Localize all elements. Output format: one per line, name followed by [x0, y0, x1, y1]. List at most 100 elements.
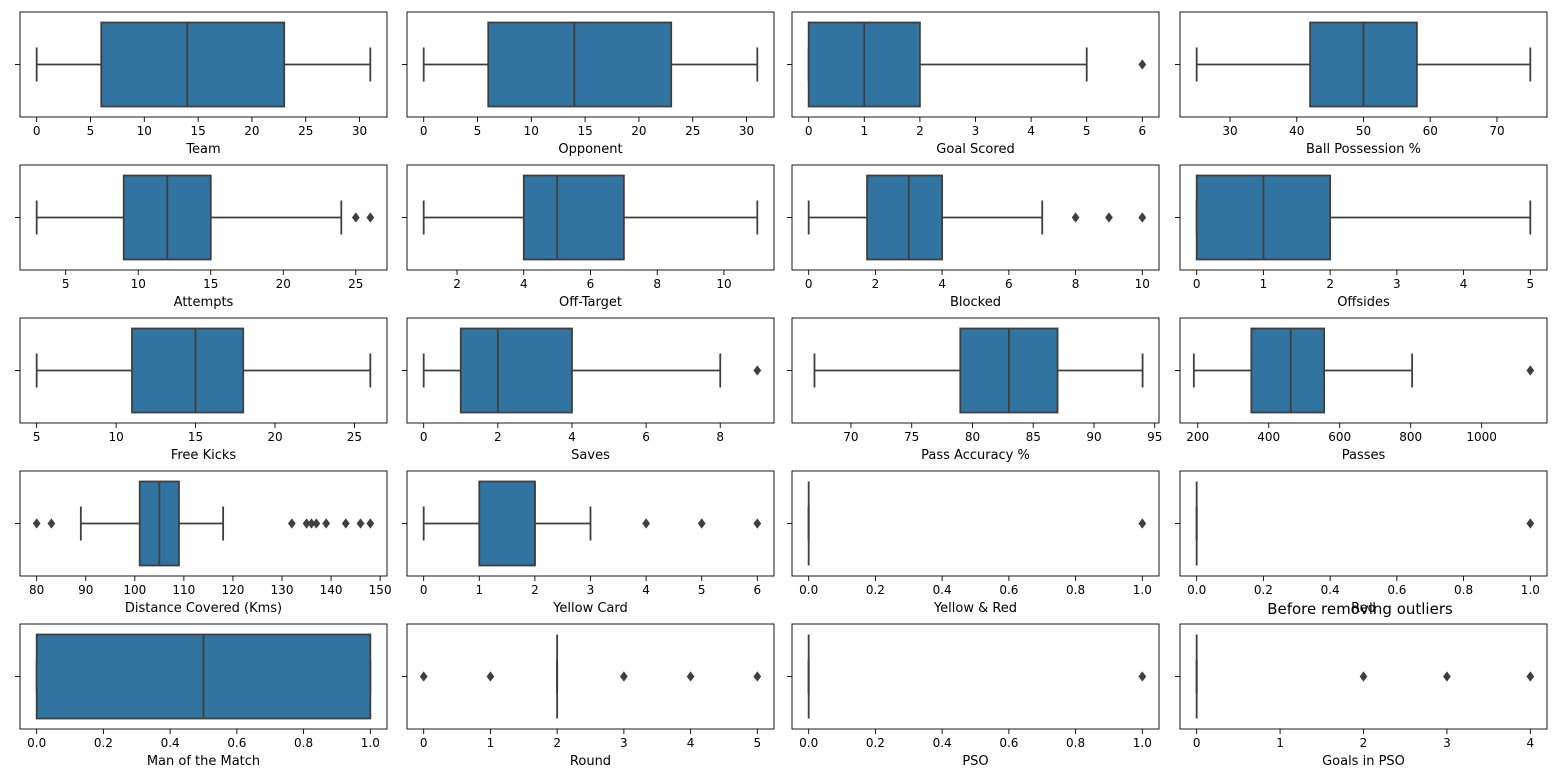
subplot: 0.0 0.2 0.4 0.6 0.8 1.0 PSO	[787, 623, 1160, 769]
x-tick-label: 25	[685, 124, 700, 138]
x-axis-label: Red	[1351, 601, 1376, 616]
x-tick-label: 15	[190, 124, 205, 138]
x-tick-label: 0	[805, 124, 813, 138]
x-axis-label: Pass Accuracy %	[921, 448, 1030, 463]
x-tick-label: 15	[203, 277, 218, 291]
outlier-point	[1138, 59, 1147, 70]
x-tick-label: 140	[320, 583, 343, 597]
x-axis-label: Attempts	[174, 295, 234, 310]
x-axis-label: Off-Target	[559, 295, 622, 310]
x-tick-label: 0.0	[799, 583, 818, 597]
x-tick-label: 4	[1526, 736, 1534, 750]
x-tick-label: 4	[1460, 277, 1468, 291]
subplot: 30 40 50 60 70 Ball Possession %	[1175, 11, 1548, 157]
x-tick-label: 100	[123, 583, 146, 597]
subplot: 0 2 4 6 8 10 Blocked	[787, 164, 1160, 310]
outlier-point	[1359, 671, 1368, 682]
x-tick-label: 0.4	[161, 736, 180, 750]
x-tick-label: 0.6	[999, 583, 1018, 597]
x-tick-label: 1.0	[1521, 583, 1540, 597]
x-tick-label: 2	[531, 583, 539, 597]
x-axis-label: Distance Covered (Kms)	[125, 601, 282, 616]
x-tick-label: 2	[553, 736, 561, 750]
x-axis-label: Saves	[571, 448, 610, 463]
x-tick-label: 80	[29, 583, 44, 597]
x-tick-label: 4	[568, 430, 576, 444]
x-tick-label: 3	[972, 124, 980, 138]
iqr-box	[131, 327, 245, 414]
x-tick-label: 0.2	[94, 736, 113, 750]
x-tick-label: 30	[1222, 124, 1237, 138]
x-axis-label: Opponent	[558, 142, 622, 157]
x-tick-label: 0.2	[866, 583, 885, 597]
x-tick-label: 0.6	[999, 736, 1018, 750]
x-tick-label: 90	[1086, 430, 1101, 444]
x-tick-label: 5	[1526, 277, 1534, 291]
outlier-point	[312, 518, 321, 529]
x-tick-label: 0	[33, 124, 41, 138]
x-tick-label: 30	[739, 124, 754, 138]
x-tick-label: 15	[188, 430, 203, 444]
x-tick-label: 0.0	[799, 736, 818, 750]
subplot: 5 10 15 20 25 Free Kicks	[15, 317, 388, 463]
x-tick-label: 25	[347, 430, 362, 444]
outlier-point	[341, 518, 350, 529]
x-tick-label: 0.4	[933, 583, 952, 597]
x-tick-label: 8	[1072, 277, 1080, 291]
x-tick-label: 10	[108, 430, 123, 444]
x-tick-label: 4	[642, 583, 650, 597]
x-axis-label: Yellow Card	[552, 601, 628, 616]
outlier-point	[1526, 365, 1535, 376]
x-tick-label: 1000	[1466, 430, 1497, 444]
x-tick-label: 8	[653, 277, 661, 291]
x-tick-label: 800	[1399, 430, 1422, 444]
x-tick-label: 1	[487, 736, 495, 750]
iqr-box	[100, 21, 286, 108]
subplot: 0 5 10 15 20 25 30 Team	[15, 11, 388, 157]
outlier-point	[753, 518, 762, 529]
outlier-point	[47, 518, 56, 529]
outlier-point	[356, 518, 365, 529]
x-tick-label: 70	[1489, 124, 1504, 138]
x-tick-label: 1.0	[361, 736, 380, 750]
x-tick-label: 6	[587, 277, 595, 291]
x-tick-label: 95	[1147, 430, 1162, 444]
x-tick-label: 3	[1443, 736, 1451, 750]
x-tick-label: 6	[1138, 124, 1146, 138]
x-tick-label: 0.6	[227, 736, 246, 750]
x-tick-label: 50	[1356, 124, 1371, 138]
x-tick-label: 0	[420, 430, 428, 444]
outlier-point	[32, 518, 41, 529]
x-tick-label: 10	[1135, 277, 1150, 291]
subplot: 0 1 2 3 4 Goals in PSO	[1175, 623, 1548, 769]
x-tick-label: 20	[244, 124, 259, 138]
x-tick-label: 0.4	[1321, 583, 1340, 597]
outlier-point	[1526, 518, 1535, 529]
x-tick-label: 10	[716, 277, 731, 291]
outlier-point	[486, 671, 495, 682]
x-tick-label: 4	[1027, 124, 1035, 138]
outlier-point	[1138, 671, 1147, 682]
x-tick-label: 0	[420, 736, 428, 750]
outlier-point	[1138, 518, 1147, 529]
x-tick-label: 200	[1186, 430, 1209, 444]
x-tick-label: 4	[938, 277, 946, 291]
x-tick-label: 5	[753, 736, 761, 750]
x-tick-label: 120	[221, 583, 244, 597]
iqr-box	[522, 174, 625, 261]
x-tick-label: 6	[642, 430, 650, 444]
x-tick-label: 0.0	[27, 736, 46, 750]
x-tick-label: 150	[369, 583, 392, 597]
x-tick-label: 0.8	[1454, 583, 1473, 597]
x-tick-label: 15	[577, 124, 592, 138]
x-tick-label: 2	[1326, 277, 1334, 291]
x-tick-label: 0.2	[866, 736, 885, 750]
outlier-point	[1105, 212, 1113, 223]
outlier-point	[366, 518, 375, 529]
x-axis-label: Goal Scored	[936, 142, 1014, 157]
x-tick-label: 5	[698, 583, 706, 597]
x-tick-label: 1	[860, 124, 868, 138]
x-tick-label: 85	[1026, 430, 1041, 444]
outlier-point	[287, 518, 296, 529]
